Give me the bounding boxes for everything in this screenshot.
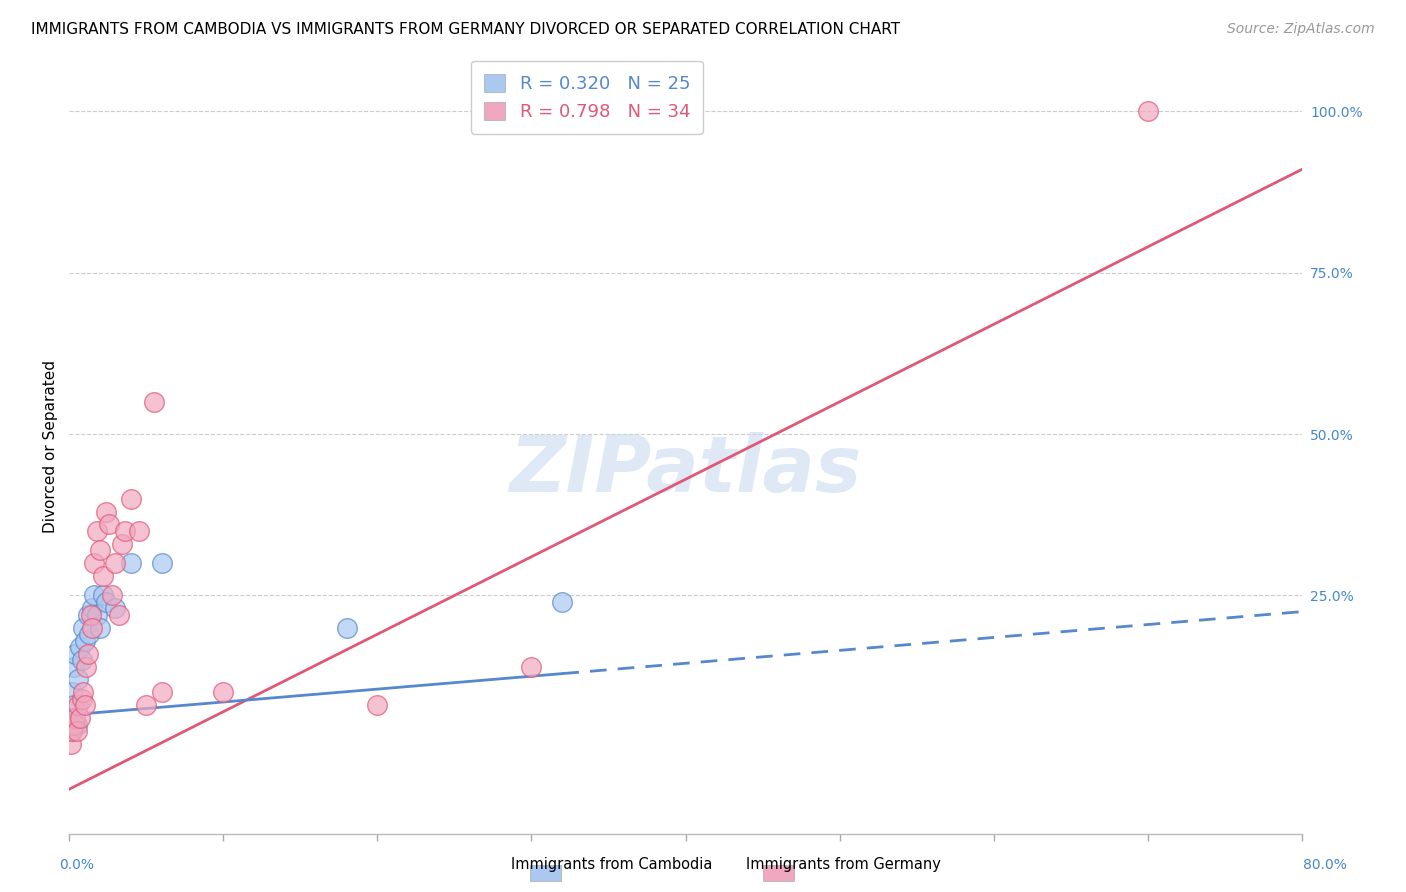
Point — [150, 685, 173, 699]
Point — [59, 724, 82, 739]
Point — [72, 685, 94, 699]
Point — [1136, 104, 1159, 119]
Point — [76, 647, 98, 661]
Point — [82, 601, 104, 615]
Point — [59, 737, 82, 751]
Point — [73, 633, 96, 648]
Y-axis label: Divorced or Separated: Divorced or Separated — [44, 360, 58, 533]
Text: Immigrants from Cambodia: Immigrants from Cambodia — [510, 857, 713, 872]
Point — [520, 659, 543, 673]
Point — [366, 698, 388, 713]
Point — [96, 504, 118, 518]
Point — [65, 647, 87, 661]
Point — [66, 724, 89, 739]
Point — [96, 595, 118, 609]
Point — [551, 595, 574, 609]
Point — [212, 685, 235, 699]
Point — [107, 607, 129, 622]
Point — [60, 711, 83, 725]
Point — [70, 691, 93, 706]
Text: Source: ZipAtlas.com: Source: ZipAtlas.com — [1227, 22, 1375, 37]
Point — [60, 724, 83, 739]
Point — [82, 621, 104, 635]
Point — [63, 698, 86, 713]
Point — [65, 711, 87, 725]
Point — [70, 653, 93, 667]
Text: Immigrants from Germany: Immigrants from Germany — [747, 857, 941, 872]
Point — [86, 524, 108, 538]
Point — [143, 394, 166, 409]
Point — [66, 717, 89, 731]
Point — [89, 543, 111, 558]
Point — [83, 589, 105, 603]
Point — [104, 556, 127, 570]
Point — [336, 621, 359, 635]
Point — [150, 556, 173, 570]
Point — [114, 524, 136, 538]
Point — [77, 627, 100, 641]
Point — [76, 607, 98, 622]
Point — [89, 621, 111, 635]
Point — [104, 601, 127, 615]
Point — [69, 711, 91, 725]
Point — [80, 607, 103, 622]
Point — [98, 517, 121, 532]
Point — [69, 640, 91, 654]
Point — [91, 589, 114, 603]
Point — [135, 698, 157, 713]
Point — [75, 659, 97, 673]
Point — [86, 607, 108, 622]
Point — [101, 589, 124, 603]
Point — [73, 698, 96, 713]
Point — [120, 556, 142, 570]
Point — [128, 524, 150, 538]
Point — [111, 537, 134, 551]
Point — [67, 698, 90, 713]
Text: IMMIGRANTS FROM CAMBODIA VS IMMIGRANTS FROM GERMANY DIVORCED OR SEPARATED CORREL: IMMIGRANTS FROM CAMBODIA VS IMMIGRANTS F… — [31, 22, 900, 37]
Text: 0.0%: 0.0% — [59, 858, 94, 872]
Point — [67, 673, 90, 687]
Point — [120, 491, 142, 506]
Point — [83, 556, 105, 570]
Point — [60, 685, 83, 699]
Point — [91, 569, 114, 583]
Point — [72, 621, 94, 635]
Text: 80.0%: 80.0% — [1303, 858, 1347, 872]
Point — [63, 717, 86, 731]
Point — [63, 659, 86, 673]
Text: ZIPatlas: ZIPatlas — [509, 433, 862, 508]
Legend: R = 0.320   N = 25, R = 0.798   N = 34: R = 0.320 N = 25, R = 0.798 N = 34 — [471, 61, 703, 134]
